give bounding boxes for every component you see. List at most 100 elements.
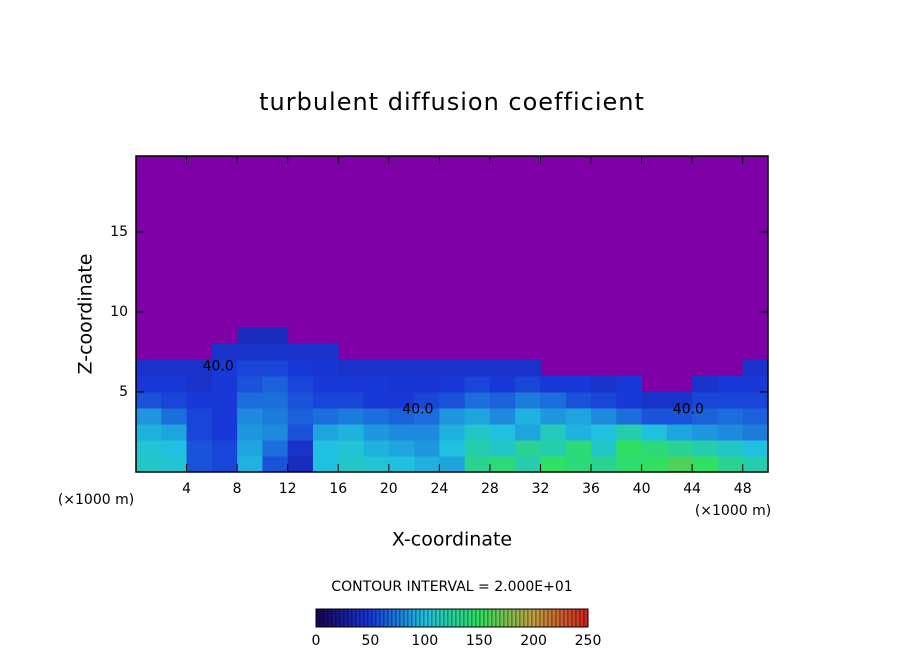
contour-label: 40.0: [673, 402, 704, 418]
colorbar-swatch: [335, 608, 341, 628]
field-cell: [717, 376, 744, 393]
colorbar-swatch: [411, 608, 417, 628]
field-cell: [616, 392, 643, 409]
field-cell: [489, 456, 516, 473]
field-cell: [666, 456, 693, 473]
y-tick-label: 5: [119, 384, 128, 400]
field-cell: [464, 408, 491, 425]
field-cell: [363, 392, 390, 409]
field-cell: [287, 376, 314, 393]
field-cell: [338, 360, 365, 377]
field-cell: [186, 392, 213, 409]
field-cell: [692, 456, 718, 473]
field-cell: [211, 344, 238, 361]
field-cell: [540, 408, 567, 425]
colorbar-swatch: [487, 608, 493, 628]
colorbar-swatch: [547, 608, 553, 628]
field-cell: [186, 424, 213, 441]
field-cell: [388, 376, 415, 393]
field-cell: [565, 440, 592, 457]
field-cell: [742, 456, 769, 473]
field-cell: [338, 376, 365, 393]
field-cell: [489, 408, 516, 425]
colorbar-swatch: [451, 608, 457, 628]
colorbar-tick-label: 150: [466, 633, 493, 649]
colorbar-swatch: [535, 608, 541, 628]
chart-title: turbulent diffusion coefficient: [259, 88, 645, 116]
field-cell: [489, 424, 516, 441]
field-cell: [211, 456, 238, 473]
field-cell: [464, 424, 491, 441]
colorbar-swatch: [567, 608, 573, 628]
colorbar-swatch: [343, 608, 349, 628]
field-cell: [742, 424, 769, 441]
field-cell: [287, 392, 314, 409]
colorbar-swatch: [327, 608, 333, 628]
colorbar-swatch: [479, 608, 485, 628]
plot-frame: [135, 155, 769, 473]
colorbar-swatch: [371, 608, 377, 628]
colorbar-swatch: [407, 608, 413, 628]
field-cell: [717, 392, 744, 409]
field-cell: [161, 408, 188, 425]
field-cell: [515, 408, 541, 425]
colorbar-swatch: [463, 608, 469, 628]
field-cell: [591, 376, 617, 393]
field-cell: [136, 424, 162, 441]
field-cell: [692, 376, 718, 393]
field-cell: [565, 392, 592, 409]
field-cell: [136, 392, 162, 409]
field-cell: [312, 456, 339, 473]
field-cell: [211, 376, 238, 393]
field-cell: [439, 376, 466, 393]
x-tick-label: 32: [532, 481, 550, 497]
field-cell: [211, 424, 238, 441]
colorbar-swatch: [359, 608, 365, 628]
field-cell: [616, 408, 643, 425]
colorbar-tick-label: 0: [312, 633, 321, 649]
colorbar-swatch: [527, 608, 533, 628]
colorbar-swatch: [435, 608, 441, 628]
x-tick-label: 24: [430, 481, 448, 497]
colorbar-swatch: [375, 608, 381, 628]
field-cell: [388, 360, 415, 377]
colorbar-swatch: [367, 608, 373, 628]
field-cell: [388, 392, 415, 409]
field-cell: [616, 376, 643, 393]
field-cell: [338, 392, 365, 409]
field-cell: [439, 456, 466, 473]
field-cell: [666, 424, 693, 441]
field-cell: [565, 424, 592, 441]
y-tick-label: 15: [110, 224, 128, 240]
field-cell: [237, 376, 263, 393]
field-cell: [262, 392, 289, 409]
field-cell: [388, 440, 415, 457]
colorbar-swatch: [323, 608, 329, 628]
field-cell: [312, 424, 339, 441]
field-cell: [414, 424, 440, 441]
colorbar-swatch: [531, 608, 537, 628]
field-cell: [287, 344, 314, 361]
field-cell: [262, 328, 289, 345]
field-cell: [363, 376, 390, 393]
x-tick-label: 28: [481, 481, 499, 497]
colorbar-swatch: [399, 608, 405, 628]
field-cell: [136, 376, 162, 393]
colorbar-swatch: [415, 608, 421, 628]
field-cell: [742, 408, 769, 425]
field-cell: [136, 360, 162, 377]
colorbar-swatch: [347, 608, 353, 628]
x-axis-label: X-coordinate: [392, 529, 512, 551]
field-cell: [363, 424, 390, 441]
x-tick-label: 12: [279, 481, 297, 497]
colorbar-swatch: [455, 608, 461, 628]
colorbar-swatch: [431, 608, 437, 628]
colorbar-swatch: [355, 608, 361, 628]
field-cell: [489, 360, 516, 377]
field-cell: [666, 408, 693, 425]
field-cell: [338, 408, 365, 425]
field-cell: [186, 360, 213, 377]
field-cell: [515, 392, 541, 409]
field-cell: [489, 440, 516, 457]
field-cell: [262, 360, 289, 377]
